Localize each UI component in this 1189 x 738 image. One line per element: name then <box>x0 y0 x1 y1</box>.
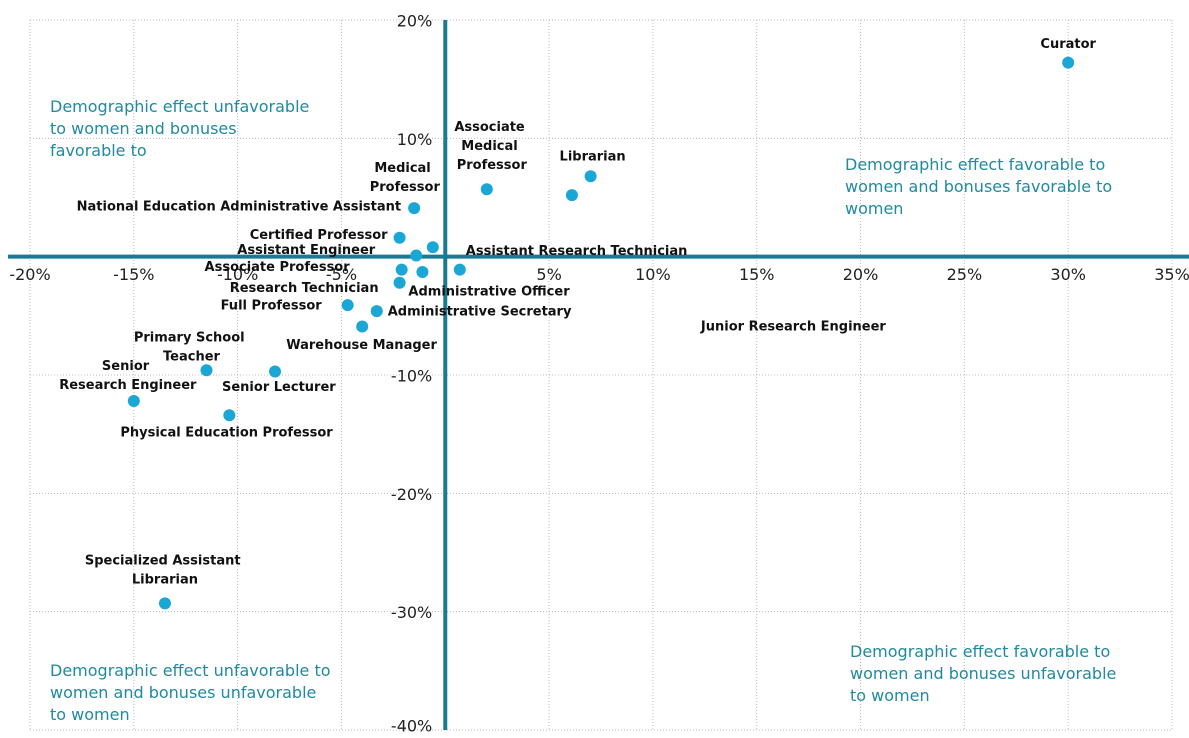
point-label: Full Professor <box>221 299 323 314</box>
quadrant-annotation: Demographic effect unfavorable to women … <box>50 661 336 724</box>
point <box>158 597 171 610</box>
x-tick-label: -15% <box>113 265 154 284</box>
point <box>1062 56 1075 69</box>
point-label: Associate Medical Professor <box>454 120 529 173</box>
point-label: Medical Professor <box>370 161 441 195</box>
x-tick-label: 30% <box>1050 265 1086 284</box>
point-label: Physical Education Professor <box>120 426 333 441</box>
point <box>416 266 429 279</box>
point <box>453 263 466 276</box>
point <box>410 249 423 262</box>
point <box>356 320 369 333</box>
point <box>370 305 383 318</box>
point <box>584 170 597 183</box>
point <box>565 189 578 202</box>
point <box>200 364 213 377</box>
point <box>127 395 140 408</box>
point-label: Primary School Teacher <box>134 330 249 364</box>
x-tick-label: 20% <box>843 265 879 284</box>
point-label: Senior Research Engineer <box>59 359 197 393</box>
point-label: Assistant Research Technician <box>466 244 688 259</box>
x-tick-label: 25% <box>947 265 983 284</box>
y-tick-label: 10% <box>397 130 433 149</box>
point-label: Specialized Assistant Librarian <box>85 553 245 587</box>
point-label: Junior Research Engineer <box>700 320 887 335</box>
point <box>223 409 236 422</box>
x-tick-label: 10% <box>635 265 671 284</box>
x-tick-label: 15% <box>739 265 775 284</box>
y-tick-label: -30% <box>391 603 432 622</box>
point-label: National Education Administrative Assist… <box>77 200 401 215</box>
point-label: Librarian <box>560 150 626 165</box>
quadrant-annotation: Demographic effect favorable to women an… <box>850 642 1121 705</box>
point-label: Senior Lecturer <box>222 380 336 395</box>
point <box>341 299 354 312</box>
point <box>395 263 408 276</box>
y-tick-label: -20% <box>391 485 432 504</box>
point <box>408 202 421 215</box>
point-label: Administrative Secretary <box>388 305 572 320</box>
point-label: Administrative Officer <box>408 285 570 300</box>
point-label: Warehouse Manager <box>286 338 437 353</box>
x-tick-label: 5% <box>536 265 561 284</box>
point-label: Assistant Engineer <box>237 243 375 258</box>
x-tick-label: -10% <box>217 265 258 284</box>
y-tick-label: -40% <box>391 717 432 736</box>
point <box>426 241 439 254</box>
point-label: Associate Professor <box>205 260 351 275</box>
x-tick-label: -5% <box>326 265 357 284</box>
point <box>480 183 493 196</box>
point <box>393 276 406 289</box>
y-tick-label: 20% <box>397 12 433 31</box>
y-tick-label: -10% <box>391 367 432 386</box>
quadrant-annotation: Demographic effect favorable to women an… <box>845 155 1117 218</box>
point <box>269 365 282 378</box>
point-label: Curator <box>1040 37 1096 52</box>
x-tick-label: -20% <box>9 265 50 284</box>
point-label: Research Technician <box>230 281 379 296</box>
x-tick-label: 35% <box>1154 265 1189 284</box>
point-label: Certified Professor <box>250 228 388 243</box>
quadrant-annotation: Demographic effect unfavorable to women … <box>50 97 314 160</box>
point <box>393 231 406 244</box>
